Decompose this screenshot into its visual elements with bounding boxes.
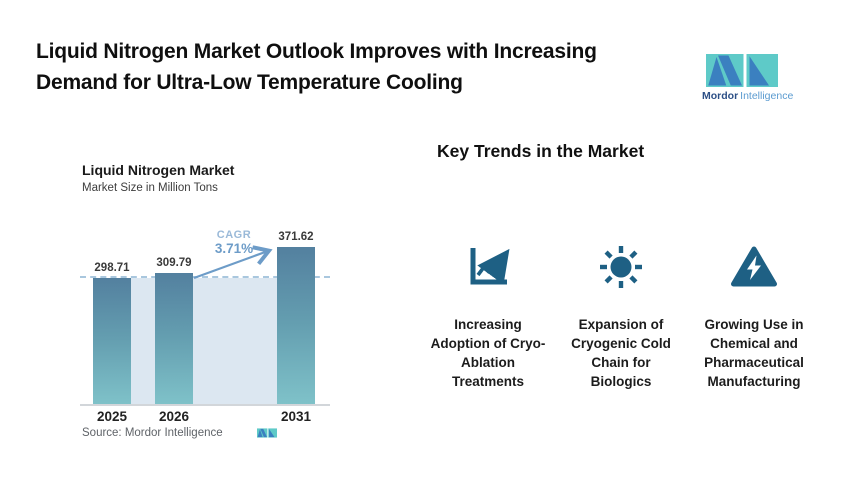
x-tick-2025: 2025 bbox=[96, 409, 128, 424]
mordor-logo-icon bbox=[706, 54, 778, 87]
x-tick-2031: 2031 bbox=[280, 409, 312, 424]
trend-item-cold-chain: Expansion of Cryogenic Cold Chain for Bi… bbox=[558, 243, 684, 391]
line-chart-icon bbox=[470, 248, 510, 285]
bar bbox=[155, 273, 193, 405]
brand-name: Mordor Intelligence bbox=[702, 90, 793, 102]
brand-name-bold: Mordor bbox=[702, 90, 739, 102]
source-row: Source: Mordor Intelligence bbox=[82, 427, 277, 439]
trends-row: Increasing Adoption of Cryo-Ablation Tre… bbox=[425, 243, 817, 391]
trend-label: Expansion of Cryogenic Cold Chain for Bi… bbox=[571, 317, 671, 389]
brand-logo: Mordor Intelligence bbox=[702, 54, 793, 102]
chart-subtitle: Market Size in Million Tons bbox=[82, 182, 218, 194]
trend-item-manufacturing: Growing Use in Chemical and Pharmaceutic… bbox=[691, 243, 817, 391]
sun-icon bbox=[600, 246, 642, 288]
mordor-logo-small-icon bbox=[256, 428, 277, 438]
trend-label: Increasing Adoption of Cryo-Ablation Tre… bbox=[430, 317, 546, 389]
page-title-line2: Demand for Ultra-Low Temperature Cooling bbox=[36, 71, 463, 94]
bar bbox=[277, 247, 315, 405]
warning-bolt-icon bbox=[731, 246, 777, 287]
bar-value-label: 298.71 bbox=[94, 262, 130, 274]
trends-heading: Key Trends in the Market bbox=[437, 141, 645, 161]
bar-value-label: 309.79 bbox=[156, 257, 192, 269]
chart-title: Liquid Nitrogen Market bbox=[82, 162, 235, 178]
trend-item-cryo-ablation: Increasing Adoption of Cryo-Ablation Tre… bbox=[425, 243, 551, 391]
bar-value-label: 371.62 bbox=[278, 231, 314, 243]
trend-label: Growing Use in Chemical and Pharmaceutic… bbox=[704, 317, 804, 389]
page-title: Liquid Nitrogen Market Outlook Improves … bbox=[36, 36, 597, 98]
bar-chart: 298.71 309.79 371.62 2025 2026 2031 CAGR… bbox=[80, 225, 330, 430]
cagr-value: 3.71% bbox=[214, 241, 254, 256]
x-axis-line bbox=[80, 404, 330, 406]
page-title-line1: Liquid Nitrogen Market Outlook Improves … bbox=[36, 40, 597, 63]
cagr-label: CAGR bbox=[216, 229, 252, 241]
brand-name-light: Intelligence bbox=[740, 90, 794, 102]
x-tick-2026: 2026 bbox=[158, 409, 190, 424]
source-text: Source: Mordor Intelligence bbox=[82, 427, 223, 439]
cagr-annotation: CAGR 3.71% bbox=[198, 229, 270, 256]
bar bbox=[93, 278, 131, 405]
